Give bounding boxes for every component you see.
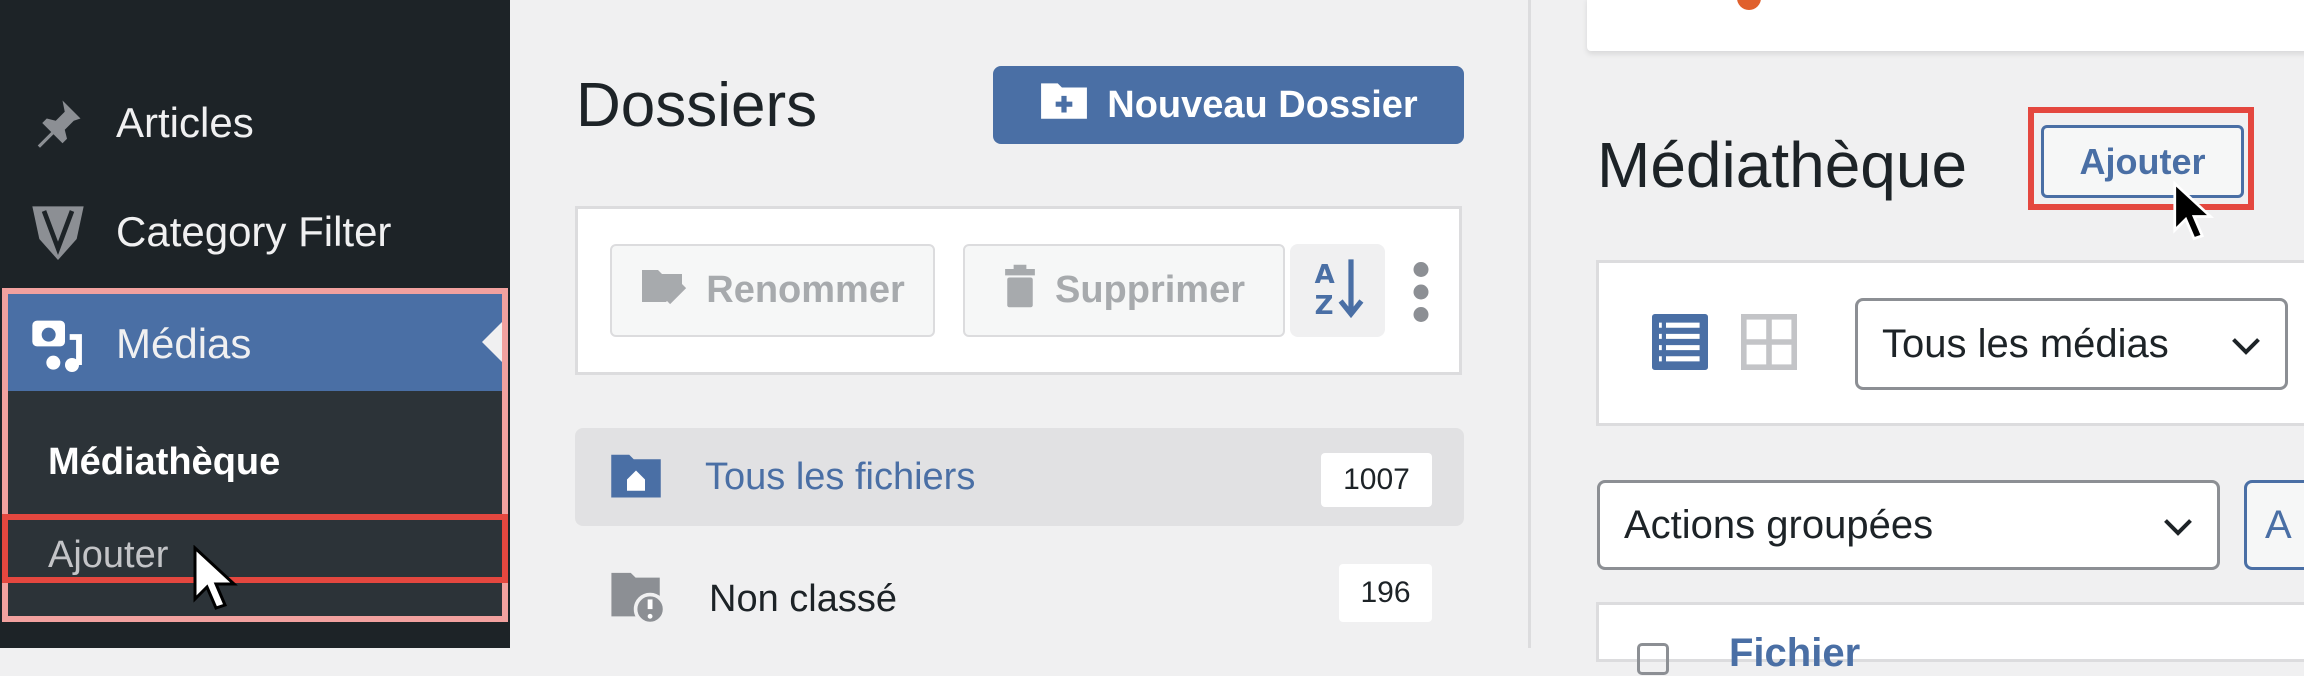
admin-sidebar: Articles Category Filter Médias Médiathè…	[0, 0, 510, 648]
pin-icon	[28, 93, 88, 153]
folder-label: Tous les fichiers	[705, 455, 976, 498]
media-icon	[28, 314, 88, 374]
sidebar-item-label: Category Filter	[116, 208, 392, 255]
media-type-select[interactable]: Tous les médias	[1855, 298, 2288, 390]
media-table: Fichier	[1596, 602, 2304, 675]
active-arrow	[482, 322, 502, 362]
svg-text:A: A	[1314, 260, 1334, 290]
folder-item-uncategorized[interactable]: Non classé	[575, 550, 1464, 648]
folder-count-badge: 196	[1339, 564, 1432, 622]
folder-label: Non classé	[709, 577, 897, 620]
folder-home-icon	[609, 450, 663, 505]
library-title: Médiathèque	[1597, 129, 1968, 201]
highlight-box	[2028, 107, 2254, 210]
highlight-outline	[2, 288, 508, 622]
folder-warning-icon	[609, 568, 667, 631]
chevron-down-icon	[2163, 503, 2193, 548]
more-vertical-icon[interactable]	[1408, 262, 1434, 322]
grid-view-icon[interactable]	[1741, 314, 1797, 375]
cursor-icon	[2173, 180, 2215, 241]
delete-button[interactable]: Supprimer	[963, 244, 1285, 337]
list-view-icon[interactable]	[1652, 314, 1708, 375]
folder-edit-icon	[640, 265, 688, 317]
add-media-button[interactable]: Ajouter	[2041, 125, 2244, 198]
trash-icon	[1003, 264, 1037, 318]
panel-divider	[1528, 0, 1531, 648]
folder-item-all-files[interactable]: Tous les fichiers	[575, 428, 1464, 526]
sidebar-item-medias-bg	[8, 294, 502, 391]
sidebar-item-category-filter[interactable]: Category Filter	[0, 197, 510, 267]
submenu-item-ajouter[interactable]: Ajouter	[48, 534, 169, 576]
rename-button[interactable]: Renommer	[610, 244, 935, 337]
highlight-box	[2, 514, 508, 583]
cursor-icon	[193, 545, 238, 610]
sidebar-item-medias[interactable]: Médias	[0, 309, 510, 379]
sidebar-item-label: Médias	[116, 320, 252, 367]
chevron-down-icon	[2231, 322, 2261, 367]
apply-button[interactable]: A	[2244, 480, 2304, 570]
submenu-item-mediatheque[interactable]: Médiathèque	[48, 441, 281, 483]
category-filter-logo-icon	[28, 202, 88, 262]
column-header-file[interactable]: Fichier	[1729, 631, 1861, 675]
sidebar-item-label: Articles	[116, 99, 254, 146]
notice-card	[1587, 0, 2304, 51]
sidebar-item-articles[interactable]: Articles	[0, 88, 510, 158]
folder-row-active-bg	[575, 428, 1464, 526]
page-title: Dossiers	[576, 71, 818, 140]
folder-plus-icon	[1039, 79, 1089, 131]
svg-text:Z: Z	[1314, 291, 1333, 320]
bulk-actions-select[interactable]: Actions groupées	[1597, 480, 2220, 570]
folder-count-badge: 1007	[1321, 453, 1432, 507]
notice-icon	[1737, 0, 1761, 10]
new-folder-button[interactable]: Nouveau Dossier	[993, 66, 1464, 144]
